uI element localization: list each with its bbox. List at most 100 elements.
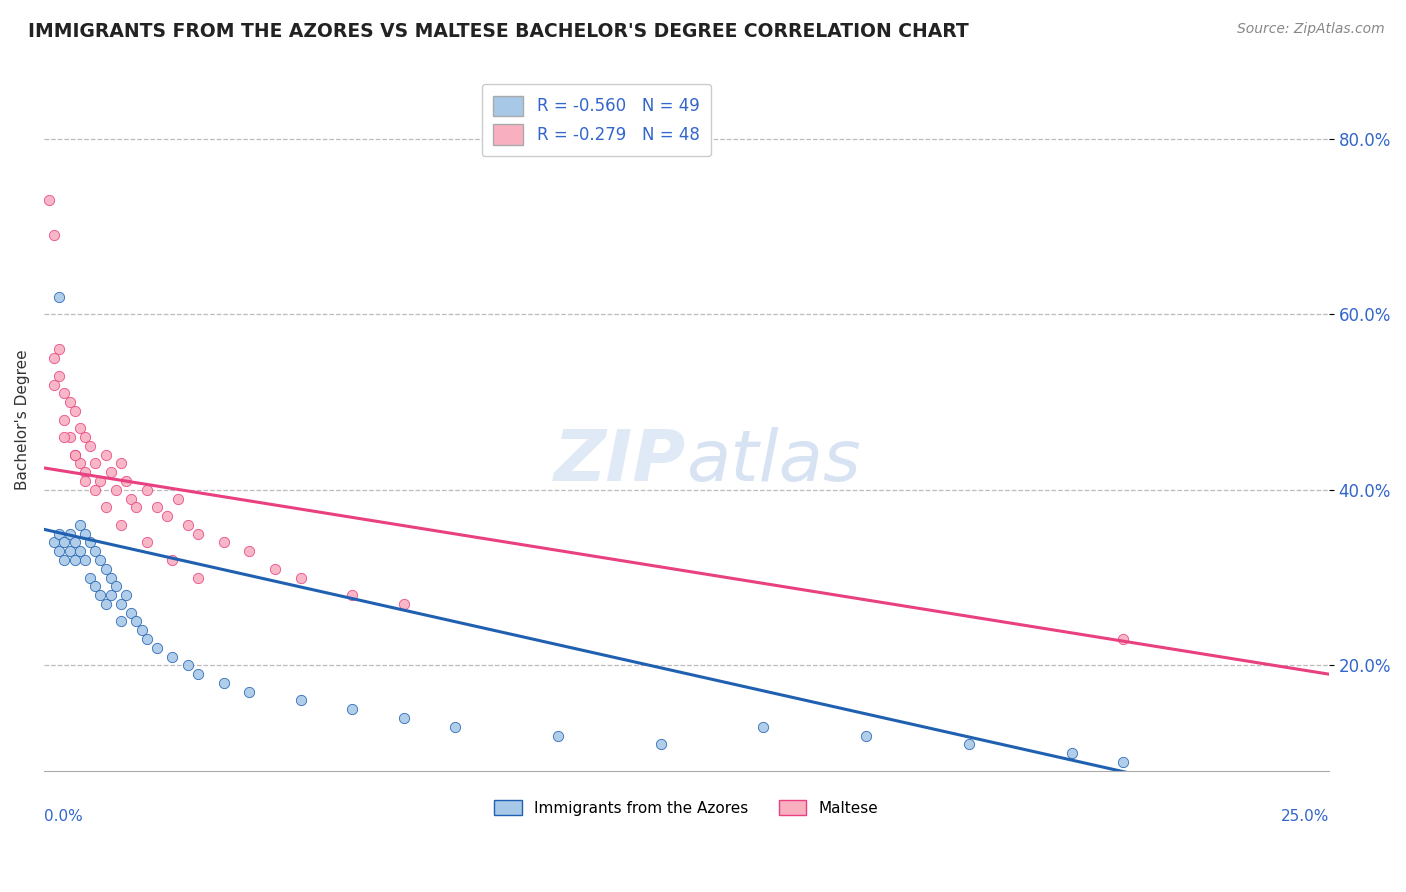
Point (115, 474, 138, 488)
Point (100, 588, 122, 602)
Point (212, 535, 235, 549)
Point (94, 597, 117, 611)
Text: atlas: atlas (686, 427, 860, 496)
Point (752, 720, 775, 734)
Point (63, 448, 86, 462)
Point (1112, 755, 1135, 769)
Point (53, 535, 76, 549)
Point (84, 544, 107, 558)
Legend: R = -0.560   N = 49, R = -0.279   N = 48: R = -0.560 N = 49, R = -0.279 N = 48 (482, 84, 711, 156)
Point (63, 535, 86, 549)
Point (48, 526, 70, 541)
Point (63, 404, 86, 418)
Point (84, 457, 107, 471)
Point (58, 395, 80, 409)
Point (115, 588, 138, 602)
Point (342, 588, 364, 602)
Point (1060, 746, 1083, 760)
Point (104, 483, 127, 497)
Point (120, 491, 142, 506)
Point (156, 509, 179, 524)
Point (187, 667, 209, 681)
Point (63, 448, 86, 462)
Point (135, 632, 157, 646)
Point (162, 649, 184, 664)
Point (100, 571, 122, 585)
Point (100, 465, 122, 479)
Point (73, 526, 96, 541)
Point (69, 421, 91, 435)
Point (73, 553, 96, 567)
Point (94, 448, 117, 462)
Point (79, 439, 101, 453)
Point (125, 615, 148, 629)
Point (63, 553, 86, 567)
Point (547, 729, 569, 743)
Point (53, 412, 76, 426)
Point (177, 658, 200, 673)
Point (392, 711, 415, 725)
Point (650, 737, 672, 751)
Y-axis label: Bachelor's Degree: Bachelor's Degree (15, 350, 30, 490)
Point (44, 535, 66, 549)
Point (212, 676, 235, 690)
Point (89, 553, 111, 567)
Point (53, 553, 76, 567)
Point (69, 544, 91, 558)
Point (264, 562, 287, 576)
Text: 0.0%: 0.0% (44, 809, 83, 824)
Point (44, 228, 66, 243)
Point (44, 377, 66, 392)
Point (146, 640, 169, 655)
Point (104, 579, 127, 593)
Point (290, 571, 312, 585)
Point (187, 571, 209, 585)
Point (44, 351, 66, 366)
Point (84, 579, 107, 593)
Point (166, 491, 188, 506)
Text: ZIP: ZIP (554, 427, 686, 496)
Point (73, 465, 96, 479)
Point (48, 290, 70, 304)
Point (58, 544, 80, 558)
Point (110, 615, 132, 629)
Point (58, 430, 80, 444)
Point (69, 517, 91, 532)
Text: 25.0%: 25.0% (1281, 809, 1329, 824)
Point (135, 535, 157, 549)
Point (135, 483, 157, 497)
Point (125, 500, 148, 515)
Point (392, 597, 415, 611)
Point (89, 588, 111, 602)
Point (855, 729, 877, 743)
Point (48, 368, 70, 383)
Text: Source: ZipAtlas.com: Source: ZipAtlas.com (1237, 22, 1385, 37)
Point (162, 553, 184, 567)
Point (53, 430, 76, 444)
Point (146, 500, 169, 515)
Point (89, 474, 111, 488)
Point (94, 500, 117, 515)
Point (38, 193, 60, 207)
Point (73, 430, 96, 444)
Point (48, 343, 70, 357)
Point (1112, 632, 1135, 646)
Point (238, 544, 260, 558)
Point (79, 535, 101, 549)
Point (957, 737, 980, 751)
Point (58, 526, 80, 541)
Text: IMMIGRANTS FROM THE AZORES VS MALTESE BACHELOR'S DEGREE CORRELATION CHART: IMMIGRANTS FROM THE AZORES VS MALTESE BA… (28, 22, 969, 41)
Point (79, 571, 101, 585)
Point (342, 702, 364, 716)
Point (177, 517, 200, 532)
Point (110, 457, 132, 471)
Point (94, 562, 117, 576)
Point (53, 386, 76, 401)
Point (84, 483, 107, 497)
Point (120, 606, 142, 620)
Point (444, 720, 467, 734)
Point (131, 624, 153, 638)
Point (187, 526, 209, 541)
Point (73, 474, 96, 488)
Point (110, 517, 132, 532)
